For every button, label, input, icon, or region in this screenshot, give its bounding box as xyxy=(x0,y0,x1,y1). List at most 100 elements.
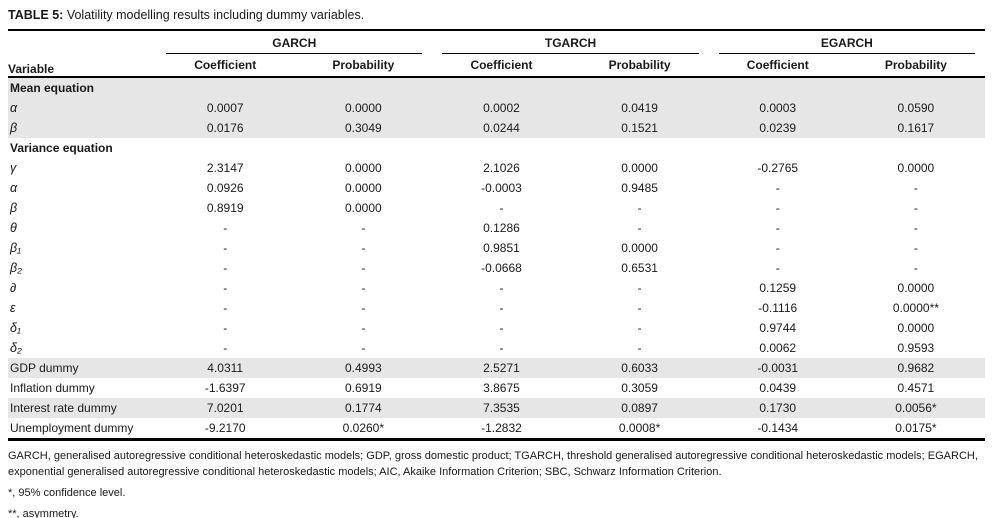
row-label: β xyxy=(10,201,18,215)
group-header-tgarch: TGARCH xyxy=(432,31,708,54)
cell-egarch-coefficient: - xyxy=(775,241,780,255)
cell-egarch-coefficient: -0.1116 xyxy=(758,301,798,315)
cell-garch-probability: - xyxy=(361,321,366,335)
table-header: Variable GARCH TGARCH EGARCH Coefficient… xyxy=(8,31,985,78)
cell-egarch-coefficient: - xyxy=(775,201,780,215)
cell-egarch-probability: - xyxy=(913,201,918,215)
cell-egarch-coefficient xyxy=(709,138,847,158)
column-header-egarch-probability: Probability xyxy=(846,54,985,78)
table-row: β 0.0176 0.3049 0.0244 0.1521 0.0239 0.1617 xyxy=(8,118,985,138)
group-header-egarch-label: EGARCH xyxy=(718,34,975,54)
row-label: δ₂ xyxy=(10,341,22,355)
row-label: γ xyxy=(10,161,17,175)
table-row: α 0.0007 0.0000 0.0002 0.0419 0.0003 0.0590 xyxy=(8,98,985,118)
cell-egarch-probability: 0.0590 xyxy=(897,101,935,115)
table-row: Interest rate dummy 7.0201 0.1774 7.3535 0.0… xyxy=(8,398,985,418)
cell-egarch-coefficient: 0.1730 xyxy=(759,401,797,415)
table-title: TABLE 5: Volatility modelling results in… xyxy=(8,8,985,31)
cell-egarch-coefficient: -0.1434 xyxy=(757,421,799,435)
row-label: ε xyxy=(10,301,16,315)
cell-tgarch-probability: 0.6033 xyxy=(621,361,658,375)
section-row: Mean equation xyxy=(8,77,985,98)
cell-tgarch-coefficient: 7.3535 xyxy=(483,401,520,415)
subheader-row: Coefficient Probability Coefficient Prob… xyxy=(8,54,985,78)
cell-egarch-coefficient xyxy=(709,77,847,98)
group-header-garch-label: GARCH xyxy=(166,34,423,54)
cell-garch-coefficient: -9.2170 xyxy=(204,421,246,435)
group-header-tgarch-label: TGARCH xyxy=(442,34,699,54)
cell-garch-probability xyxy=(294,138,432,158)
row-label: θ xyxy=(10,221,17,235)
cell-egarch-probability: - xyxy=(913,241,918,255)
group-header-egarch: EGARCH xyxy=(709,31,985,54)
table-row: γ 2.3147 0.0000 2.1026 0.0000 -0.2765 0.0000 xyxy=(8,158,985,178)
cell-tgarch-coefficient: -0.0003 xyxy=(481,181,522,195)
table-title-text: Volatility modelling results including d… xyxy=(66,8,365,22)
row-label: Unemployment dummy xyxy=(10,421,134,435)
row-label: Interest rate dummy xyxy=(10,401,117,415)
row-label: Mean equation xyxy=(10,81,95,95)
row-label: δ₁ xyxy=(10,321,21,335)
cell-egarch-coefficient: -0.0031 xyxy=(757,361,799,375)
cell-tgarch-probability: - xyxy=(637,201,642,215)
cell-garch-probability: - xyxy=(361,281,366,295)
cell-egarch-coefficient: 0.0239 xyxy=(759,121,797,135)
cell-tgarch-probability xyxy=(571,138,709,158)
table-footnotes: GARCH, generalised autoregressive condit… xyxy=(8,448,985,518)
cell-garch-probability: 0.0260* xyxy=(342,421,385,435)
cell-tgarch-probability: 0.3059 xyxy=(621,381,658,395)
cell-egarch-coefficient: 0.0003 xyxy=(759,101,797,115)
row-label: Inflation dummy xyxy=(10,381,95,395)
cell-garch-coefficient: 0.0926 xyxy=(206,181,244,195)
cell-egarch-coefficient: 0.9744 xyxy=(759,321,797,335)
cell-garch-coefficient: 0.0176 xyxy=(206,121,244,135)
column-header-variable: Variable xyxy=(8,31,157,78)
row-label: GDP dummy xyxy=(10,361,79,375)
cell-egarch-probability: 0.0000** xyxy=(892,301,939,315)
row-label: β₁ xyxy=(10,241,22,255)
cell-tgarch-coefficient: 0.9851 xyxy=(483,241,520,255)
cell-tgarch-coefficient: 0.1286 xyxy=(483,221,520,235)
results-table: Variable GARCH TGARCH EGARCH Coefficient… xyxy=(8,31,985,441)
cell-tgarch-coefficient: 2.5271 xyxy=(483,361,520,375)
table-row: β₁ - - 0.9851 0.0000 - - xyxy=(8,238,985,258)
cell-tgarch-probability: 0.0000 xyxy=(621,241,658,255)
cell-tgarch-probability: - xyxy=(637,281,642,295)
cell-garch-coefficient: 7.0201 xyxy=(206,401,244,415)
table-row: α 0.0926 0.0000 -0.0003 0.9485 - - xyxy=(8,178,985,198)
cell-egarch-probability: 0.0056* xyxy=(895,401,937,415)
table-row: β 0.8919 0.0000 - - - - xyxy=(8,198,985,218)
cell-garch-probability: 0.0000 xyxy=(344,201,382,215)
cell-tgarch-probability xyxy=(571,77,709,98)
column-header-garch-coefficient: Coefficient xyxy=(156,54,295,78)
column-header-tgarch-coefficient: Coefficient xyxy=(432,54,571,78)
cell-garch-coefficient xyxy=(156,138,294,158)
cell-tgarch-probability: 0.1521 xyxy=(621,121,658,135)
cell-garch-probability: - xyxy=(361,241,366,255)
row-label: ∂ xyxy=(10,281,17,295)
row-label: α xyxy=(10,101,18,115)
cell-garch-probability: - xyxy=(361,301,366,315)
cell-egarch-coefficient: - xyxy=(775,261,780,275)
cell-egarch-probability: - xyxy=(913,261,918,275)
cell-egarch-probability: 0.0000 xyxy=(897,161,935,175)
cell-egarch-probability: - xyxy=(913,181,918,195)
cell-garch-probability: 0.4993 xyxy=(344,361,382,375)
cell-garch-coefficient: 4.0311 xyxy=(207,361,244,375)
cell-garch-coefficient: - xyxy=(223,301,228,315)
cell-tgarch-coefficient: 3.8675 xyxy=(483,381,520,395)
column-header-tgarch-probability: Probability xyxy=(570,54,709,78)
cell-tgarch-coefficient: - xyxy=(499,321,504,335)
cell-garch-coefficient: - xyxy=(223,341,228,355)
cell-egarch-probability: 0.9593 xyxy=(897,341,935,355)
cell-garch-probability: 0.6919 xyxy=(344,381,382,395)
group-header-row: Variable GARCH TGARCH EGARCH xyxy=(8,31,985,78)
table-row: ε - - - - -0.1116 0.0000** xyxy=(8,298,985,318)
cell-egarch-probability xyxy=(847,138,985,158)
footnote-asymmetry: **, asymmetry. xyxy=(8,508,79,518)
table-row: Inflation dummy -1.6397 0.6919 3.8675 0.3059… xyxy=(8,378,985,398)
cell-egarch-coefficient: 0.1259 xyxy=(759,281,797,295)
cell-tgarch-coefficient: 2.1026 xyxy=(483,161,520,175)
cell-garch-coefficient: - xyxy=(223,321,228,335)
cell-tgarch-probability: 0.6531 xyxy=(621,261,658,275)
